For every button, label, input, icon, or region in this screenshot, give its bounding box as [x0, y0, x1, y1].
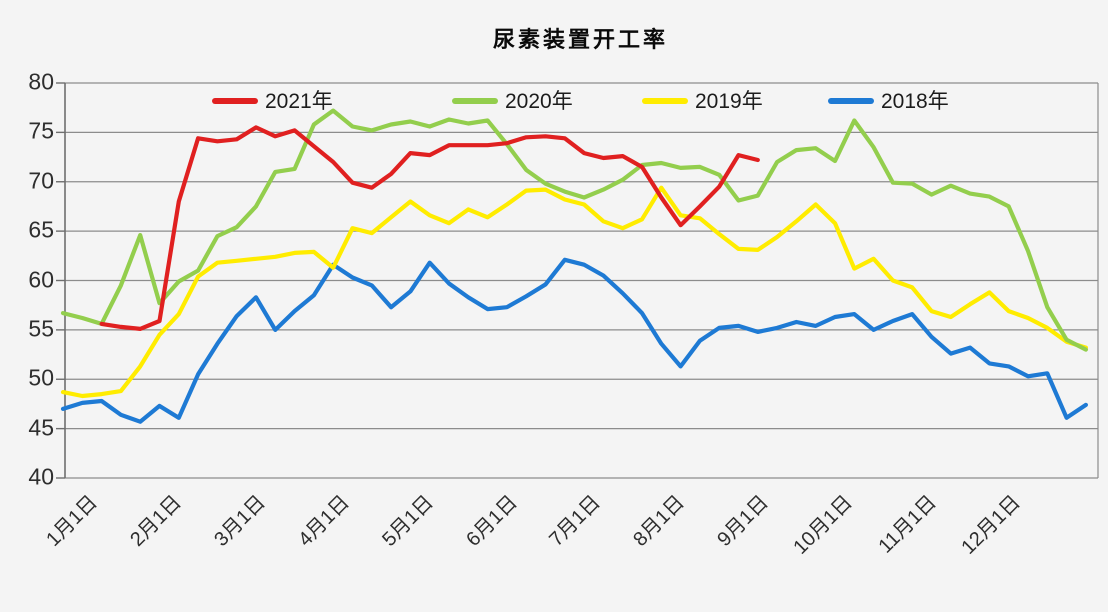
legend-label: 2020年 — [505, 89, 573, 113]
legend-item-2019: 2019年 — [642, 89, 763, 113]
y-axis-label: 80 — [28, 68, 54, 95]
series-line-2018 — [60, 257, 1089, 424]
y-axis-label: 70 — [28, 167, 54, 194]
y-axis-label: 55 — [28, 315, 54, 342]
chart-title: 尿素装置开工率 — [492, 27, 668, 52]
legend-label: 2021年 — [265, 89, 333, 113]
legend-item-2018: 2018年 — [828, 89, 949, 113]
legend-item-2020: 2020年 — [452, 89, 573, 113]
series-line-2020 — [60, 108, 1089, 352]
legend-label: 2018年 — [881, 89, 949, 113]
legend-label: 2019年 — [695, 89, 763, 113]
series-line-2021 — [99, 125, 760, 331]
y-axis-label: 50 — [28, 364, 54, 391]
legend-line-swatch-icon — [452, 98, 498, 104]
y-axis-label: 60 — [28, 266, 54, 293]
y-axis-label: 75 — [28, 117, 54, 144]
legend-line-swatch-icon — [828, 98, 874, 104]
legend-item-2021: 2021年 — [212, 89, 333, 113]
y-axis-label: 45 — [28, 414, 54, 441]
legend-line-swatch-icon — [642, 98, 688, 104]
y-axis-label: 40 — [28, 463, 54, 490]
series-line-2019 — [60, 185, 1089, 399]
legend-line-swatch-icon — [212, 98, 258, 104]
y-axis-label: 65 — [28, 216, 54, 243]
